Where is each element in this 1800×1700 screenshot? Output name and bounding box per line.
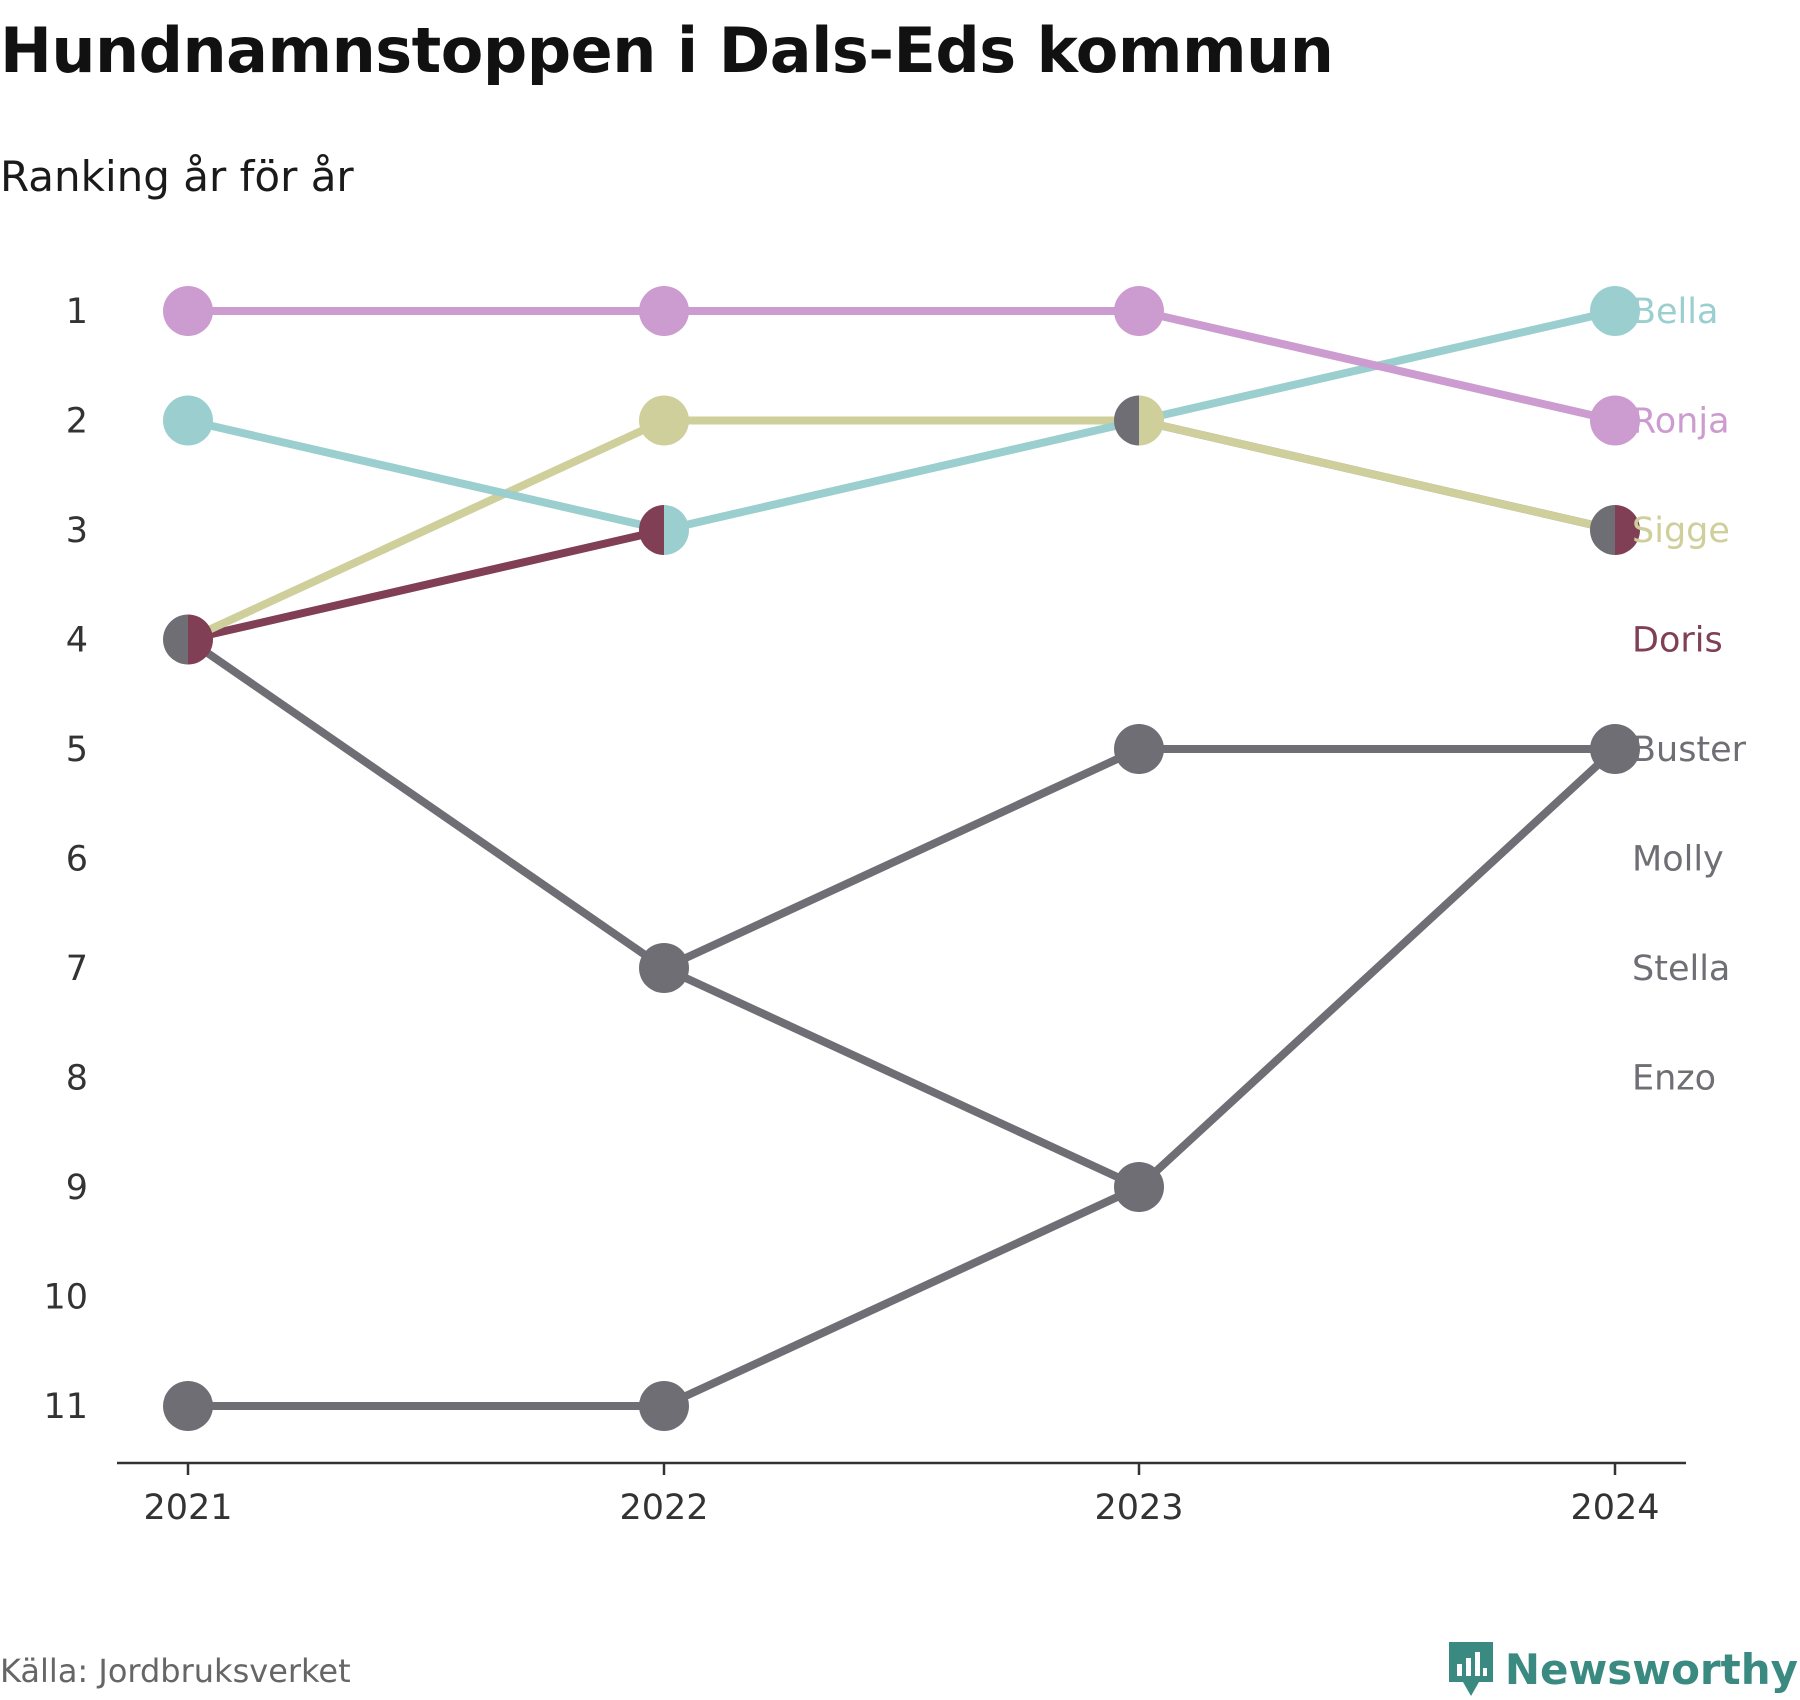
point-2024-rank-3-right bbox=[1615, 505, 1640, 555]
y-tick-label: 3 bbox=[66, 511, 88, 551]
series-points bbox=[163, 286, 1640, 1431]
point-2022-rank-7 bbox=[639, 943, 689, 993]
x-tick-label: 2021 bbox=[143, 1488, 232, 1528]
y-tick-label: 6 bbox=[66, 840, 88, 880]
x-tick-label: 2023 bbox=[1094, 1488, 1183, 1528]
point-2023-rank-5 bbox=[1114, 724, 1164, 774]
y-tick-label: 10 bbox=[43, 1278, 88, 1318]
end-label-ronja: Ronja bbox=[1632, 402, 1730, 442]
y-tick-label: 7 bbox=[66, 949, 88, 989]
point-2023-rank-2-left bbox=[1114, 395, 1139, 446]
line-bella-2022-2023 bbox=[660, 416, 1143, 534]
end-label-stella: Stella bbox=[1632, 949, 1730, 989]
end-label-doris: Doris bbox=[1632, 621, 1723, 661]
end-label-molly: Molly bbox=[1632, 840, 1724, 880]
bar-chart-icon bbox=[1448, 1642, 1493, 1696]
point-2021-rank-4-right bbox=[188, 614, 214, 665]
point-2021-rank-1 bbox=[163, 286, 213, 336]
y-tick-label: 1 bbox=[66, 292, 88, 332]
y-tick-label: 2 bbox=[66, 402, 88, 442]
brand-logo: Newsworthy bbox=[1447, 1640, 1798, 1698]
point-2022-rank-2 bbox=[639, 395, 689, 446]
line-enzo-2022-2023 bbox=[660, 1183, 1143, 1410]
point-2022-rank-11 bbox=[639, 1381, 689, 1431]
y-tick-label: 8 bbox=[66, 1059, 88, 1099]
line-stella-2022-2023 bbox=[660, 964, 1143, 1191]
point-2023-rank-2-right bbox=[1139, 395, 1164, 446]
x-tick-label: 2024 bbox=[1570, 1488, 1659, 1528]
point-2023-rank-9 bbox=[1114, 1162, 1164, 1212]
y-tick-label: 5 bbox=[66, 730, 88, 770]
line-molly-2022-2023 bbox=[660, 745, 1143, 972]
point-2024-rank-2 bbox=[1590, 395, 1640, 446]
point-2024-rank-5 bbox=[1590, 724, 1640, 774]
end-label-enzo: Enzo bbox=[1632, 1059, 1716, 1099]
source-note: Källa: Jordbruksverket bbox=[0, 1652, 351, 1690]
y-tick-label: 11 bbox=[43, 1387, 88, 1427]
y-tick-label: 4 bbox=[66, 621, 88, 661]
point-2024-rank-3-left bbox=[1590, 505, 1615, 555]
x-tick-label: 2022 bbox=[619, 1488, 708, 1528]
line-ronja-2023-2024 bbox=[1135, 307, 1619, 425]
y-tick-label: 9 bbox=[66, 1168, 88, 1208]
end-label-bella: Bella bbox=[1632, 292, 1718, 332]
line-sigge-2023-2024 bbox=[1135, 416, 1619, 534]
series-lines bbox=[184, 307, 1619, 1410]
bump-chart: 1 2 3 4 5 6 7 8 9 10 11 2021 2022 2023 2024 Bella Ronja… bbox=[43, 286, 1747, 1528]
point-2024-rank-1 bbox=[1590, 286, 1640, 336]
point-2021-rank-11 bbox=[163, 1381, 213, 1431]
axes: 1 2 3 4 5 6 7 8 9 10 11 2021 2022 2023 2024 bbox=[43, 292, 1686, 1528]
line-doris-2021-2022 bbox=[184, 526, 668, 644]
end-label-buster: Buster bbox=[1632, 730, 1747, 770]
point-2021-rank-4-left bbox=[163, 614, 188, 665]
point-2022-rank-3-right bbox=[664, 505, 689, 555]
line-stella-2021-2022 bbox=[184, 635, 668, 972]
point-2022-rank-1 bbox=[639, 286, 689, 336]
end-label-sigge: Sigge bbox=[1632, 511, 1730, 551]
point-2022-rank-3-left bbox=[639, 505, 664, 555]
chart-title: Hundnamnstoppen i Dals-Eds kommun bbox=[0, 14, 1334, 87]
end-labels: Bella Ronja Sigge Doris Buster Molly Stella Enz… bbox=[1632, 292, 1747, 1099]
brand-name: Newsworthy bbox=[1504, 1644, 1798, 1694]
point-2023-rank-1 bbox=[1114, 286, 1164, 336]
line-enzo-2023-2024 bbox=[1135, 745, 1619, 1191]
point-2021-rank-2 bbox=[163, 395, 213, 446]
chart-subtitle: Ranking år för år bbox=[0, 152, 354, 201]
line-bella-2021-2022 bbox=[184, 416, 668, 534]
line-sigge-2021-2022 bbox=[184, 416, 668, 644]
